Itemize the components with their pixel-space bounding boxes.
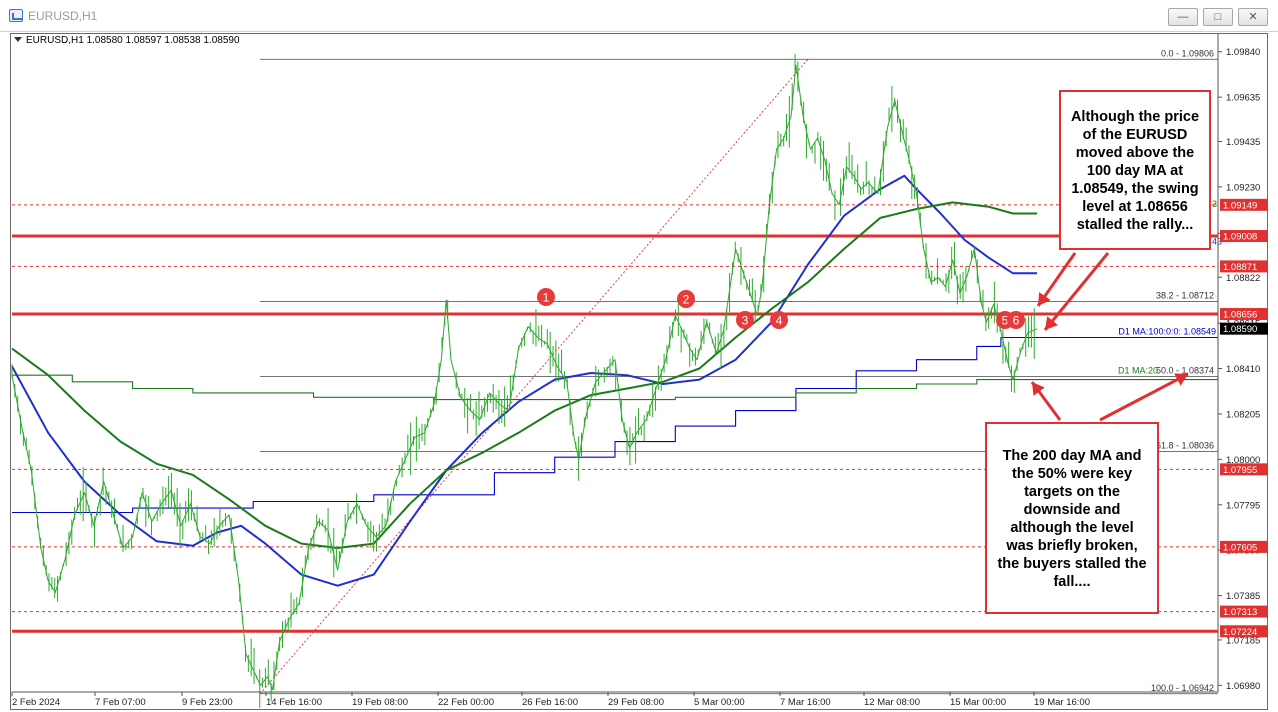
x-tick-label: 7 Feb 07:00 [95,697,146,708]
annotation-arrows [1030,252,1189,422]
lower-arrow-left-head [1032,382,1045,396]
price-tag [1220,230,1268,243]
y-tick-label: 1.06980 [1226,681,1260,692]
y-tick-label: 1.07385 [1226,591,1260,602]
price-tag [1220,308,1268,321]
chart-header: EURUSD,H1 1.08580 1.08597 1.08538 1.0859… [14,35,240,46]
x-tick-label: 19 Mar 16:00 [1034,697,1090,708]
y-tick-label: 1.08000 [1226,455,1260,466]
annotation-lower: The 200 day MA and the 50% were key targ… [985,422,1159,614]
upper-arrow-left-head [1038,292,1051,306]
price-tag-label: 1.09008 [1223,232,1257,243]
annotation-upper: Although the price of the EURUSD moved a… [1059,90,1211,250]
price-tag [1220,540,1268,553]
swing-marker-label: 6 [1013,314,1020,328]
close-icon: ✕ [1248,11,1258,23]
price-tag-label: 1.07313 [1223,607,1257,618]
price-line [11,64,1038,691]
ma200-daily-step-line [12,374,1219,401]
price-tag [1220,605,1268,618]
price-tag-label: 1.09149 [1223,200,1257,211]
y-tick-label: 1.07795 [1226,500,1260,511]
price-tag [1220,260,1268,273]
y-tick-label: 1.09635 [1226,93,1260,104]
swing-marker-label: 4 [776,314,783,328]
price-tag [1220,198,1268,211]
swing-marker-circle [1007,311,1025,329]
y-tick-label: 1.07185 [1226,635,1260,646]
x-tick-label: 9 Feb 23:00 [182,697,233,708]
lower-arrow-right-head [1174,373,1188,386]
minimize-icon: — [1177,11,1189,23]
x-tick-label: 5 Mar 00:00 [694,697,745,708]
swing-marker-circle [736,311,754,329]
price-tag [1220,625,1268,638]
price-tag-label: 1.08590 [1223,324,1257,335]
price-tag-label: 1.08871 [1223,262,1257,273]
close-button[interactable]: ✕ [1238,8,1268,26]
price-levels [12,204,1218,633]
y-tick-label: 1.09840 [1226,47,1260,58]
header-ohlc: 1.08580 1.08597 1.08538 1.08590 [86,35,240,46]
price-tag [1220,463,1268,476]
fib-level-label: 38.2 - 1.08712 [1156,291,1214,301]
x-tick-label: 7 Mar 16:00 [780,697,831,708]
swing-marker-label: 5 [1002,314,1009,328]
fib-level-label: 100.0 - 1.06942 [1151,683,1214,693]
y-tick-label: 1.08410 [1226,364,1260,375]
lower-arrow-right [1099,372,1189,422]
chevron-down-icon[interactable] [14,37,22,42]
price-tag-label: 1.08656 [1223,310,1257,321]
y-tick-label: 1.09230 [1226,182,1260,193]
swing-marker-circle [537,288,555,306]
upper-arrow-right-head [1045,316,1059,330]
x-tick-label: 2 Feb 2024 [12,697,60,708]
swing-marker-label: 1 [543,291,550,305]
price-series [11,53,1038,708]
swing-markers: 1 2 3 4 5 6 [537,288,1025,329]
y-tick-label: 1.09435 [1226,137,1260,148]
x-tick-label: 26 Feb 16:00 [522,697,578,708]
x-tick-label: 29 Feb 08:00 [608,697,664,708]
swing-marker-label: 3 [742,314,749,328]
y-tick-label: 1.08822 [1226,273,1260,284]
x-tick-label: 15 Mar 00:00 [950,697,1006,708]
swing-marker-circle [677,290,695,308]
upper-arrow-right [1043,252,1110,331]
fib-level-label: 0.0 - 1.09806 [1161,48,1214,58]
y-tick-label: 1.08205 [1226,409,1260,420]
minimize-button[interactable]: — [1168,8,1198,26]
window-title: EURUSD,H1 [28,9,98,23]
ma-label: D1 MA:20 [1118,366,1158,376]
x-tick-label: 22 Feb 00:00 [438,697,494,708]
price-tag-label: 1.07605 [1223,542,1257,553]
ma-label: D1 MA:100:0:0: 1.08549 [1118,327,1216,337]
axes: 1.098401.096351.094351.092301.090201.088… [11,34,1268,708]
annotation-lower-text: The 200 day MA and the 50% were key targ… [997,448,1147,590]
chart-window-icon [9,9,23,22]
ma100-line [11,174,1038,587]
swing-marker-label: 2 [683,293,690,307]
maximize-button[interactable]: □ [1203,8,1233,26]
x-tick-label: 14 Feb 16:00 [266,697,322,708]
header-symbol: EURUSD,H1 [26,35,84,46]
ma100-daily-step-line [12,336,1218,514]
annotation-upper-text: Although the price of the EURUSD moved a… [1070,109,1200,233]
x-tick-label: 19 Feb 08:00 [352,697,408,708]
price-tag-label: 1.07955 [1223,465,1257,476]
swing-marker-circle [770,311,788,329]
price-tag [1220,322,1268,335]
maximize-icon: □ [1214,11,1222,23]
fibonacci-retracement: 0.0 - 1.09806 38.2 - 1.08712 50.0 - 1.0837… [259,48,1218,695]
fib-level-label: 50.0 - 1.08374 [1156,366,1214,376]
edge-label: 43 [1212,236,1222,246]
ma200-line [11,201,1038,549]
price-tag-label: 1.07224 [1223,627,1257,638]
edge-label: 3 [1212,199,1217,209]
title-bar: EURUSD,H1 — □ ✕ [0,0,1278,32]
x-tick-label: 12 Mar 08:00 [864,697,920,708]
fib-level-label: 61.8 - 1.08036 [1156,440,1214,450]
